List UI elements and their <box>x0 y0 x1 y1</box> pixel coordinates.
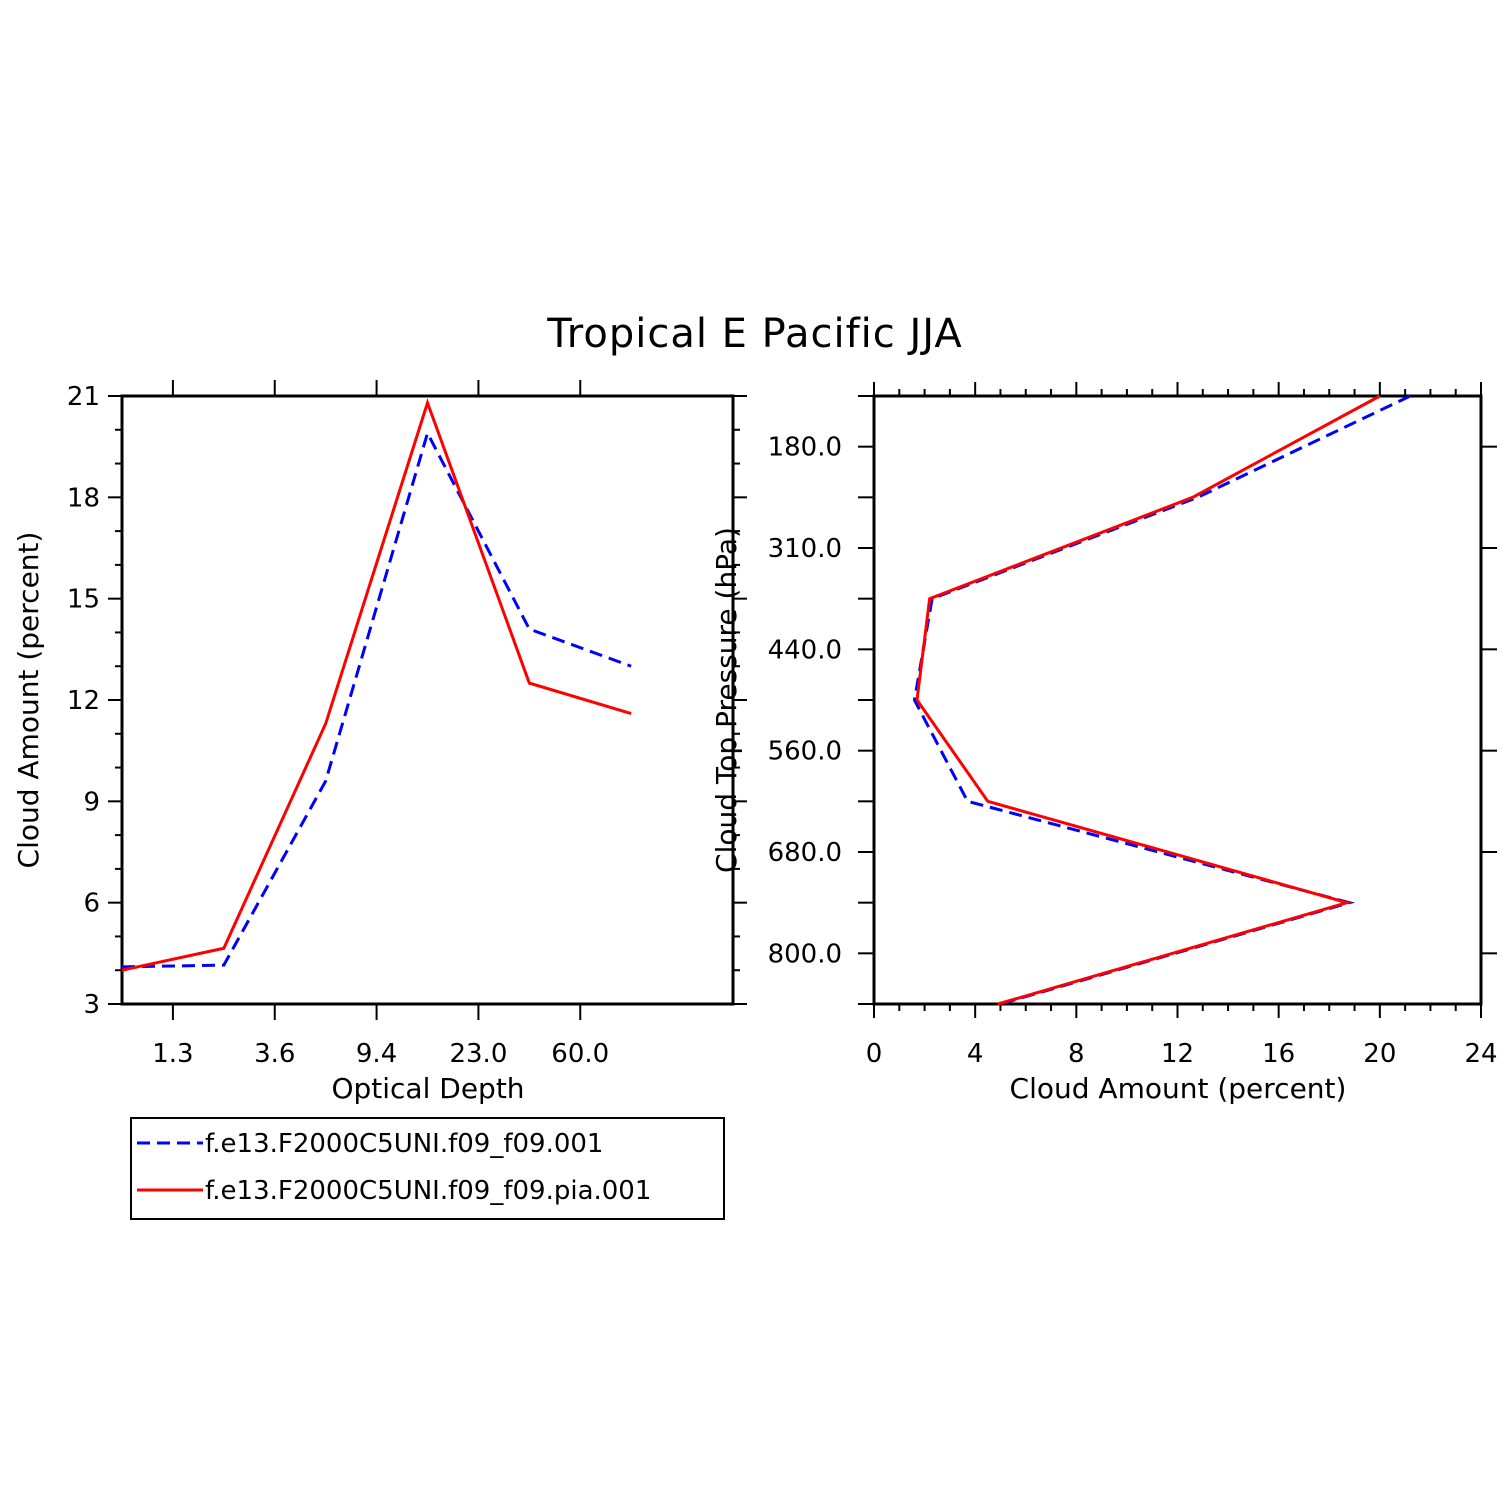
right-x-tick-label: 20 <box>1363 1039 1396 1069</box>
right-x-tick-label: 24 <box>1464 1039 1497 1069</box>
right-x-tick-label: 0 <box>866 1039 883 1069</box>
right-x-tick-label: 8 <box>1068 1039 1085 1069</box>
right-xlabel: Cloud Amount (percent) <box>1010 1072 1347 1105</box>
right-ylabel: Cloud Top Pressure (hPa) <box>710 527 743 873</box>
left-x-tick-label: 9.4 <box>356 1039 397 1069</box>
left-y-tick-label: 12 <box>67 686 100 716</box>
right-chart: Cloud Amount (percent) Cloud Top Pressur… <box>710 382 1498 1105</box>
left-chart: Optical Depth Cloud Amount (percent) 3 6 9… <box>12 380 747 1105</box>
right-y-tick-label: 310.0 <box>768 534 842 564</box>
right-plot-frame <box>872 394 1483 1006</box>
left-ylabel: Cloud Amount (percent) <box>12 532 45 869</box>
left-series-line-1 <box>121 429 632 969</box>
legend-label-1: f.e13.F2000C5UNI.f09_f09.001 <box>205 1129 603 1159</box>
right-x-tick-label: 12 <box>1161 1039 1194 1069</box>
left-y-tick-label: 6 <box>83 889 100 919</box>
left-xlabel: Optical Depth <box>331 1072 524 1105</box>
legend-box <box>130 1117 725 1220</box>
right-y-tick-label: 680.0 <box>768 838 842 868</box>
right-series-line-2 <box>915 394 1381 1006</box>
left-series-line-2 <box>121 398 632 972</box>
right-x-tick-label: 4 <box>967 1039 984 1069</box>
legend-label-2: f.e13.F2000C5UNI.f09_f09.pia.001 <box>205 1176 651 1206</box>
left-y-tick-label: 15 <box>67 585 100 615</box>
legend: f.e13.F2000C5UNI.f09_f09.001 f.e13.F2000… <box>130 1117 725 1220</box>
left-plot-frame <box>120 394 735 1006</box>
right-series-line-1 <box>912 394 1411 1006</box>
left-y-tick-label: 21 <box>67 382 100 412</box>
right-y-tick-label: 560.0 <box>768 737 842 767</box>
left-y-tick-label: 9 <box>83 787 100 817</box>
left-x-tick-label: 1.3 <box>152 1039 193 1069</box>
chart-title: Tropical E Pacific JJA <box>546 311 963 357</box>
right-y-tick-label: 180.0 <box>768 433 842 463</box>
left-y-tick-label: 18 <box>67 483 100 513</box>
right-y-tick-label: 800.0 <box>768 939 842 969</box>
left-x-tick-label: 60.0 <box>551 1039 609 1069</box>
right-y-tick-label: 440.0 <box>768 635 842 665</box>
left-y-tick-label: 3 <box>83 990 100 1020</box>
right-x-tick-label: 16 <box>1262 1039 1295 1069</box>
left-x-tick-label: 3.6 <box>254 1039 295 1069</box>
left-x-tick-label: 23.0 <box>449 1039 507 1069</box>
